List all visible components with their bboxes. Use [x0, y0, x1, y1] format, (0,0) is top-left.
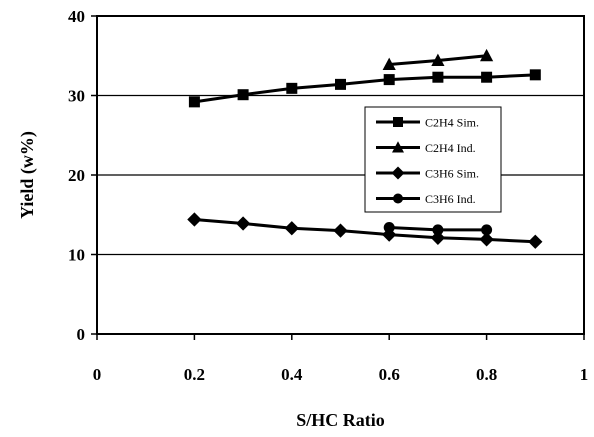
- y-tick-label: 20: [68, 166, 85, 185]
- legend-marker: [392, 141, 404, 153]
- legend-marker: [391, 166, 405, 180]
- y-tick-label: 10: [68, 246, 85, 265]
- legend-label: C2H4 Sim.: [425, 116, 479, 130]
- legend-label: C3H6 Sim.: [425, 167, 479, 181]
- legend: C2H4 Sim. C2H4 Ind. C3H6 Sim. C3H6 Ind.: [364, 106, 502, 213]
- data-point: [237, 89, 249, 101]
- data-point: [286, 82, 298, 94]
- data-point: [481, 224, 493, 236]
- data-point: [235, 216, 251, 231]
- y-tick-label: 0: [77, 325, 86, 344]
- x-axis-ticks: 0 0.2 0.4 0.6 0.8 1: [93, 334, 589, 384]
- data-point: [333, 223, 348, 238]
- data-point: [432, 224, 444, 236]
- legend-entry: C3H6 Ind.: [376, 192, 476, 206]
- y-tick-label: 40: [68, 7, 85, 26]
- x-tick-label: 1: [580, 365, 589, 384]
- data-point: [480, 48, 494, 62]
- data-point: [187, 212, 202, 227]
- legend-label: C2H4 Ind.: [425, 141, 476, 155]
- x-tick-label: 0.8: [476, 365, 497, 384]
- data-point: [431, 53, 445, 67]
- data-point: [335, 78, 346, 90]
- legend-entry: C2H4 Ind.: [376, 141, 476, 155]
- x-tick-label: 0: [93, 365, 102, 384]
- y-tick-label: 30: [68, 87, 85, 106]
- data-point: [430, 230, 446, 245]
- data-point: [284, 221, 299, 236]
- series-layer: [187, 48, 543, 249]
- x-tick-label: 0.6: [379, 365, 400, 384]
- data-point: [382, 57, 396, 70]
- data-point: [479, 232, 494, 247]
- legend-marker: [393, 193, 403, 204]
- x-tick-label: 0.4: [281, 365, 303, 384]
- legend-box: [364, 106, 502, 213]
- y-axis-label: Yield (w%): [17, 131, 38, 219]
- data-point: [481, 71, 493, 83]
- legend-entry: C3H6 Sim.: [376, 166, 479, 181]
- data-point: [529, 69, 541, 81]
- y-axis-ticks: 0 10 20 30 40: [68, 7, 97, 344]
- legend-label: C3H6 Ind.: [425, 192, 476, 206]
- series-line: [194, 218, 536, 244]
- series-c2h4-sim: [188, 69, 541, 108]
- series-c3h6-ind: [383, 221, 493, 236]
- data-point: [188, 96, 200, 108]
- x-tick-label: 0.2: [184, 365, 205, 384]
- series-c2h4-ind: [382, 48, 494, 70]
- x-axis-label: S/HC Ratio: [296, 410, 385, 430]
- gridlines: [97, 94, 584, 256]
- series-line: [194, 73, 536, 104]
- legend-marker: [393, 117, 403, 127]
- data-point: [383, 221, 395, 233]
- data-point: [528, 234, 543, 249]
- series-c3h6-sim: [187, 212, 543, 249]
- data-point: [383, 74, 395, 86]
- data-point: [432, 71, 444, 83]
- legend-entry: C2H4 Sim.: [376, 116, 479, 130]
